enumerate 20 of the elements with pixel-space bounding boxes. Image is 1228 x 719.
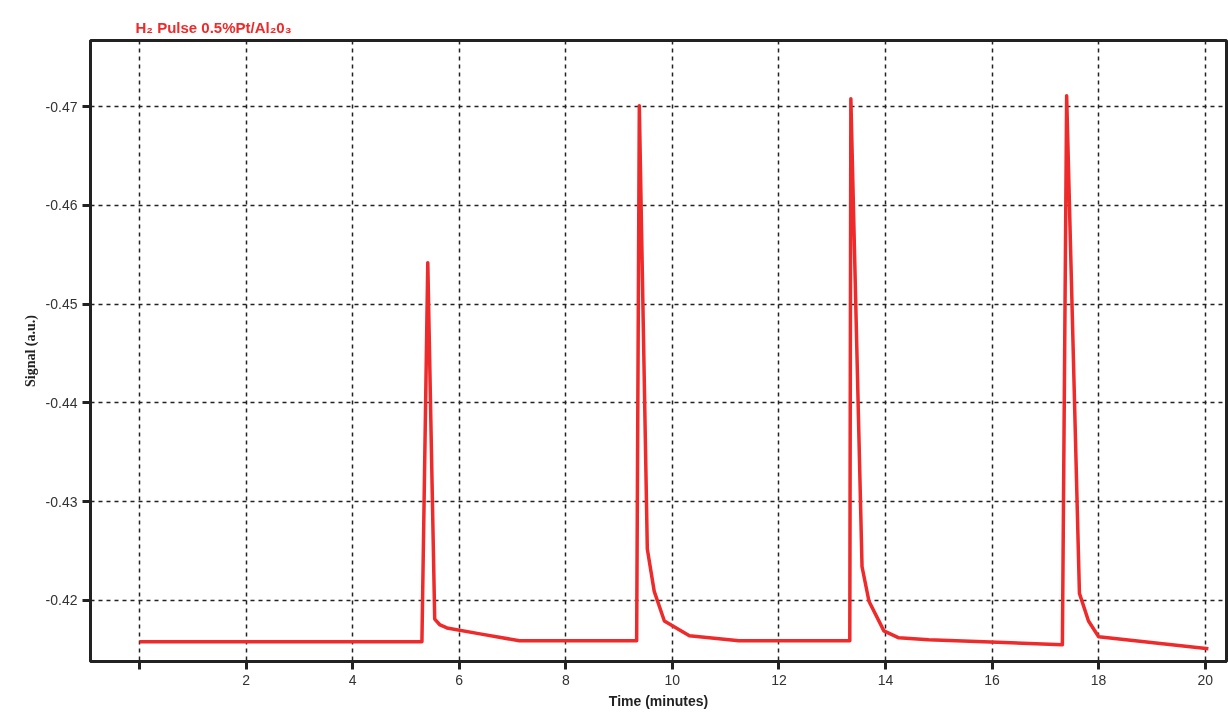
x-tick-label: 2 [242,671,251,688]
x-tick-label: 20 [1197,671,1214,688]
y-tick-label: -0.43 [45,493,78,510]
x-tick-label: 18 [1090,671,1107,688]
x-tick-label: 12 [771,671,787,688]
x-tick-label: 8 [561,671,570,688]
chart-title: H₂ Pulse 0.5%Pt/Al₂0₃ [135,18,292,36]
y-tick-label: -0.47 [45,98,78,115]
line-series [137,94,1211,651]
x-tick-label: 10 [664,671,681,688]
y-tick-label: -0.44 [45,394,78,411]
y-tick-label: -0.46 [45,197,78,214]
x-axis-title: Time (minutes) [608,692,709,709]
y-axis-title: Signal (a.u.) [22,314,39,387]
y-tick-label: -0.45 [45,296,78,313]
x-tick-label: 4 [348,671,357,688]
x-tick-label: 6 [455,671,464,688]
y-tick-label: -0.42 [45,592,78,609]
x-tick-label: 16 [984,671,1001,688]
x-tick-label: 14 [877,671,894,688]
